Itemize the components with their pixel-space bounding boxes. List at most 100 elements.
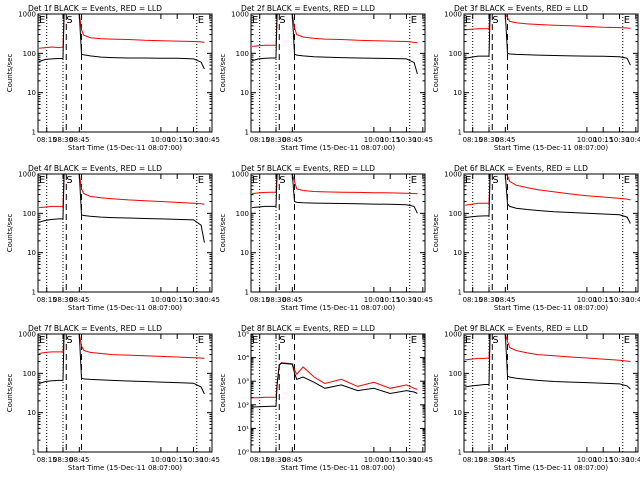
x-tick-label: 08:30: [266, 296, 286, 304]
plot-frame: [250, 333, 426, 453]
x-tick-label: 10:00: [364, 136, 384, 144]
y-tick-label: 1000: [18, 171, 36, 179]
marker-label-e: E: [465, 15, 471, 26]
chart-title: Det 7f BLACK = Events, RED = LLD: [28, 324, 162, 333]
marker-label-e: E: [198, 335, 204, 346]
x-tick-label: 08:45: [69, 296, 89, 304]
marker-label-e: E: [624, 15, 630, 26]
x-tick-label: 08:15: [250, 456, 270, 464]
y-tick-label: 1: [32, 129, 36, 137]
marker-label-e: E: [252, 175, 258, 186]
series-line-1: [251, 13, 418, 75]
x-axis-label: Start Time (15-Dec-11 08:07:00): [281, 144, 395, 152]
y-tick-label: 1000: [444, 171, 462, 179]
y-tick-label: 100: [23, 210, 36, 218]
marker-label-e: E: [624, 335, 630, 346]
x-tick-label: 10:30: [183, 136, 203, 144]
y-axis-label: Counts/sec: [6, 214, 14, 253]
marker-label-s: S: [279, 15, 285, 26]
x-axis-label: Start Time (15-Dec-11 08:07:00): [68, 304, 182, 312]
chart-title: Det 4f BLACK = Events, RED = LLD: [28, 164, 162, 173]
marker-label-e: E: [198, 15, 204, 26]
y-axis-label: Counts/sec: [219, 214, 227, 253]
series-line-0: [252, 362, 418, 399]
y-tick-label: 1000: [18, 331, 36, 339]
plot-frame: [37, 13, 213, 133]
chart-panel: Det 2f BLACK = Events, RED = LLD E S E 1 10 10…: [219, 4, 433, 152]
x-tick-label: 08:15: [250, 136, 270, 144]
x-tick-label: 10:45: [413, 136, 433, 144]
y-axis-label: Counts/sec: [6, 54, 14, 93]
x-axis-label: Start Time (15-Dec-11 08:07:00): [281, 464, 395, 472]
marker-label-e: E: [252, 15, 258, 26]
x-tick-label: 08:15: [37, 296, 57, 304]
y-tick-label: 10: [27, 89, 36, 97]
x-tick-label: 10:30: [609, 456, 629, 464]
marker-label-e: E: [465, 335, 471, 346]
y-tick-label: 1000: [231, 171, 249, 179]
plot-frame: [463, 173, 639, 293]
x-tick-label: 08:15: [463, 296, 483, 304]
chart-title: Det 5f BLACK = Events, RED = LLD: [241, 164, 375, 173]
x-tick-label: 10:15: [380, 296, 400, 304]
y-axis-label: Counts/sec: [219, 54, 227, 93]
chart-title: Det 9f BLACK = Events, RED = LLD: [454, 324, 588, 333]
plot-frame: [463, 333, 639, 453]
chart-panel: Det 7f BLACK = Events, RED = LLD E S E 1 10 10…: [6, 324, 220, 472]
y-tick-label: 10⁴: [237, 354, 249, 362]
x-tick-label: 10:00: [364, 456, 384, 464]
y-tick-label: 1000: [18, 11, 36, 19]
x-tick-label: 10:00: [577, 456, 597, 464]
x-tick-label: 08:45: [282, 456, 302, 464]
x-tick-label: 08:15: [37, 456, 57, 464]
x-tick-label: 10:30: [609, 296, 629, 304]
series-line-1: [38, 333, 205, 395]
x-tick-label: 10:30: [183, 456, 203, 464]
y-tick-label: 10²: [237, 401, 249, 409]
series-line-1: [252, 362, 418, 408]
plot-frame: [37, 333, 213, 453]
chart-panel: Det 3f BLACK = Events, RED = LLD E S E 1 10 10…: [432, 4, 640, 152]
series-line-1: [465, 333, 631, 390]
series-line-1: [252, 173, 418, 214]
series-line-0: [39, 333, 205, 359]
series-line-0: [252, 13, 418, 47]
x-tick-label: 10:45: [200, 136, 220, 144]
x-tick-label: 10:15: [380, 456, 400, 464]
x-tick-label: 10:45: [200, 296, 220, 304]
x-tick-label: 10:15: [167, 456, 187, 464]
series-line-0: [465, 13, 631, 31]
marker-label-e: E: [465, 175, 471, 186]
marker-label-s: S: [66, 335, 72, 346]
chart-panel: Det 1f BLACK = Events, RED = LLD E S E 1 10 10…: [6, 4, 220, 152]
plot-frame: [37, 173, 213, 293]
x-axis-label: Start Time (15-Dec-11 08:07:00): [494, 144, 608, 152]
marker-label-e: E: [411, 175, 417, 186]
marker-label-e: E: [252, 335, 258, 346]
y-tick-label: 100: [449, 370, 462, 378]
x-tick-label: 10:45: [413, 296, 433, 304]
x-tick-label: 10:30: [183, 296, 203, 304]
x-tick-label: 10:45: [413, 456, 433, 464]
y-tick-label: 10: [453, 89, 462, 97]
y-axis-label: Counts/sec: [432, 214, 440, 253]
y-tick-label: 10⁵: [237, 331, 249, 339]
x-tick-label: 10:30: [396, 456, 416, 464]
x-tick-label: 08:45: [282, 296, 302, 304]
y-tick-label: 100: [449, 210, 462, 218]
x-tick-label: 10:15: [593, 456, 613, 464]
series-line-0: [39, 173, 205, 209]
chart-title: Det 3f BLACK = Events, RED = LLD: [454, 4, 588, 13]
x-tick-label: 08:30: [266, 456, 286, 464]
y-tick-label: 1: [245, 289, 249, 297]
plot-frame: [250, 173, 426, 293]
y-tick-label: 1: [245, 129, 249, 137]
y-axis-label: Counts/sec: [432, 54, 440, 93]
plot-frame: [250, 13, 426, 133]
chart-title: Det 2f BLACK = Events, RED = LLD: [241, 4, 375, 13]
series-line-0: [465, 173, 631, 206]
y-tick-label: 1: [458, 449, 462, 457]
y-tick-label: 1: [458, 129, 462, 137]
x-tick-label: 08:45: [495, 136, 515, 144]
